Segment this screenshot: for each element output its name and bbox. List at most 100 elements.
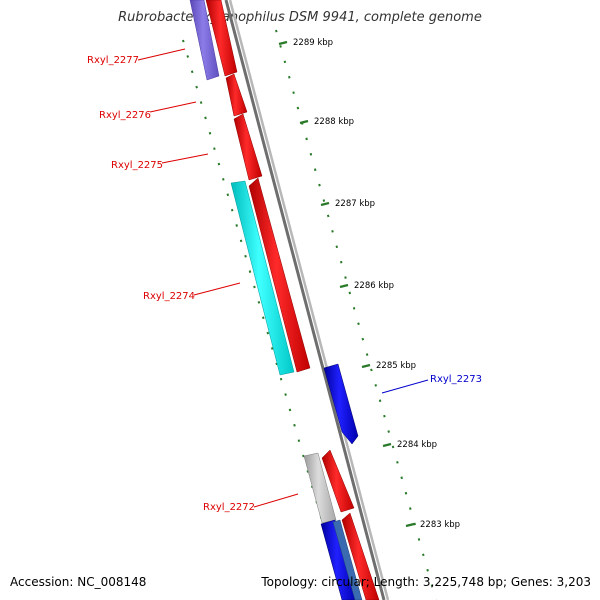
outer-dot [352, 307, 356, 310]
kbp-ticks: 2289 kbp 2288 kbp 2287 kbp 2286 kbp 2285 kbp… [278, 38, 460, 530]
inner-dot [266, 331, 270, 335]
inner-dot [222, 178, 225, 181]
outer-dot [383, 414, 386, 418]
kbp-tick-mark [382, 442, 392, 448]
kbp-tick-mark [299, 119, 309, 125]
inner-dot [226, 193, 230, 197]
outer-dot [335, 245, 339, 249]
inner-dot [182, 39, 185, 43]
label-rxyl-2274[interactable]: Rxyl_2274 [143, 291, 195, 302]
inner-dot [288, 408, 292, 412]
inner-dot [275, 362, 278, 366]
inner-dot [284, 393, 287, 396]
gene-rxyl-2276[interactable] [225, 73, 248, 117]
outer-dot [361, 337, 365, 341]
outer-dot [318, 183, 321, 187]
outer-dot [378, 399, 382, 403]
gene-blue-strip-bottom[interactable] [332, 519, 363, 600]
gene-rxyl-2274[interactable] [230, 180, 295, 376]
inner-dot [230, 208, 234, 212]
gene-features [189, 0, 380, 600]
kbp-tick-mark [339, 283, 349, 289]
outer-dot [283, 60, 287, 64]
inner-dot [262, 316, 265, 320]
gene-rxyl-2272[interactable] [303, 452, 337, 524]
outer-dot [404, 491, 408, 495]
label-rxyl-2273[interactable]: Rxyl_2273 [430, 374, 482, 385]
inner-dot [244, 254, 247, 258]
inner-dot [239, 239, 243, 243]
inner-dot [248, 270, 252, 273]
inner-dot [235, 224, 238, 227]
inner-dot [279, 377, 283, 381]
outer-dot [296, 106, 300, 110]
kbp-tick-mark [405, 522, 415, 528]
inner-dot [199, 101, 203, 104]
outer-dot [279, 45, 282, 48]
inner-dot [186, 55, 190, 58]
map-title: Rubrobacter xylanophilus DSM 9941, compl… [118, 10, 482, 25]
kbp-tick-mark [361, 363, 371, 369]
outer-dot [422, 553, 425, 557]
gene-red-bottom[interactable] [341, 512, 380, 600]
gene-rxyl-2275[interactable] [233, 113, 263, 181]
inner-dot [208, 131, 212, 135]
gene-blue-bottom[interactable] [320, 519, 357, 600]
inner-dot [257, 301, 261, 304]
kbp-tick-label: 2289 kbp [293, 38, 333, 48]
outer-dot [275, 29, 278, 33]
outer-dot [348, 291, 352, 295]
inner-dot [270, 347, 274, 350]
outer-dot [292, 91, 295, 94]
inner-dot [190, 70, 194, 74]
kbp-tick-label: 2286 kbp [354, 281, 394, 291]
gene-rxyl-2277[interactable] [189, 0, 220, 81]
outer-dot-track [275, 29, 438, 600]
outer-dot [322, 199, 326, 202]
inner-dot [302, 454, 305, 458]
gene-red-top[interactable] [205, 0, 238, 77]
outer-dot [339, 260, 343, 264]
label-rxyl-2272[interactable]: Rxyl_2272 [203, 502, 255, 513]
inner-dot [213, 147, 216, 150]
label-rxyl-2277[interactable]: Rxyl_2277 [87, 55, 139, 66]
kbp-tick-label: 2285 kbp [376, 361, 416, 371]
kbp-tick-label: 2283 kbp [420, 520, 460, 530]
outer-dot [417, 538, 421, 541]
kbp-tick-mark [278, 40, 288, 46]
outer-dot [288, 75, 291, 79]
label-rxyl-2276[interactable]: Rxyl_2276 [99, 110, 151, 121]
inner-dot [253, 285, 256, 289]
inner-dot [306, 470, 310, 473]
gene-rxyl-2273[interactable] [323, 363, 359, 445]
outer-dot [344, 276, 347, 279]
kbp-tick-label: 2287 kbp [335, 199, 375, 209]
kbp-tick-label: 2284 kbp [397, 440, 437, 450]
outer-dot [305, 137, 308, 141]
inner-dot [217, 162, 221, 166]
gene-red-lower[interactable] [321, 449, 355, 513]
outer-dot [391, 445, 395, 449]
outer-dot [396, 461, 399, 464]
outer-dot [357, 322, 360, 326]
outer-dot [313, 168, 317, 172]
outer-dot [370, 368, 373, 372]
outer-dot [400, 476, 403, 480]
gene-red-long[interactable] [248, 177, 311, 373]
accession-text: Accession: NC_008148 [10, 575, 147, 589]
label-rxyl-2275[interactable]: Rxyl_2275 [111, 160, 163, 171]
outer-dot [365, 353, 369, 356]
gene-labels: Rxyl_2277 Rxyl_2276 Rxyl_2275 Rxyl_2274 … [87, 48, 482, 513]
inner-dot [195, 85, 198, 89]
outer-dot [326, 214, 330, 218]
outer-dot [430, 584, 434, 587]
outer-dot [409, 507, 412, 510]
genome-stats-text: Topology: circular; Length: 3,225,748 bp… [261, 575, 591, 589]
inner-dot [204, 116, 207, 120]
outer-dot [309, 152, 313, 156]
backbone [224, 0, 390, 600]
outer-dot [413, 522, 416, 526]
inner-dot [293, 423, 296, 427]
